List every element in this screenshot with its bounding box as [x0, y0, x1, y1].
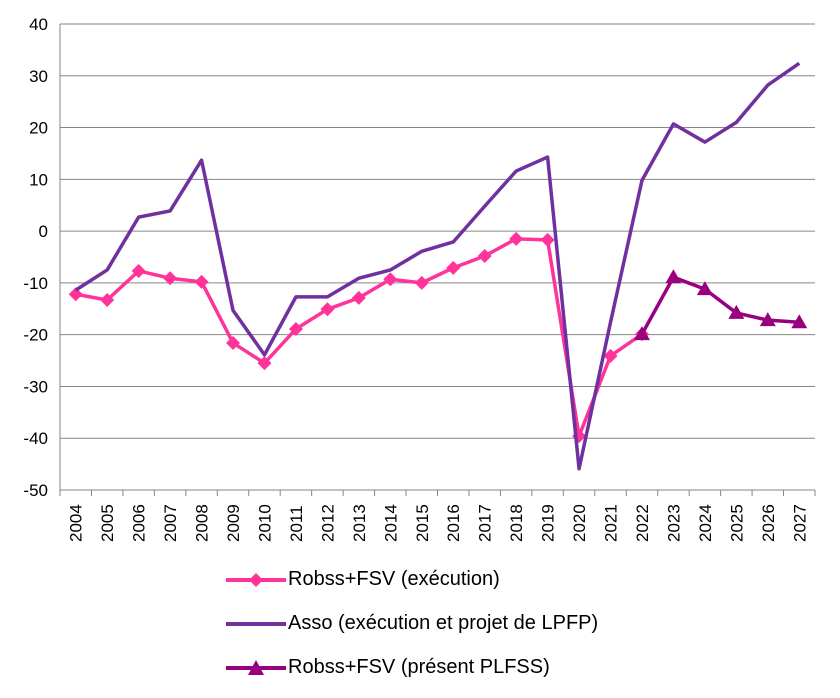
- series-line: [74, 61, 801, 471]
- y-tick-label: 10: [29, 170, 48, 189]
- data-point: [633, 326, 650, 341]
- y-tick-label: -40: [23, 429, 48, 448]
- y-tick-label: -50: [23, 481, 48, 500]
- y-tick-label: 40: [29, 15, 48, 34]
- data-point: [414, 275, 429, 290]
- x-tick-label: 2006: [130, 504, 149, 542]
- legend-marker-diamond: [226, 572, 286, 587]
- legend-marker-triangle: [226, 659, 286, 675]
- series-0: [68, 231, 649, 444]
- data-point: [759, 312, 776, 327]
- x-tick-label: 2005: [98, 504, 117, 542]
- legend-item-asso: Asso (exécution et projet de LPFP): [226, 612, 598, 635]
- data-point: [696, 281, 713, 296]
- data-point: [665, 269, 682, 284]
- x-tick-label: 2027: [790, 504, 809, 542]
- series-line: [75, 237, 643, 438]
- series-line: [640, 275, 800, 335]
- data-point: [509, 231, 524, 246]
- y-tick-label: -10: [23, 274, 48, 293]
- data-point: [100, 292, 115, 307]
- legend-label: Asso (exécution et projet de LPFP): [288, 612, 599, 634]
- data-point: [383, 272, 398, 287]
- data-point: [603, 348, 618, 363]
- series-2: [633, 269, 808, 341]
- x-tick-label: 2024: [696, 504, 715, 542]
- data-point: [540, 232, 555, 247]
- x-tick-label: 2026: [759, 504, 778, 542]
- x-tick-label: 2025: [727, 504, 746, 542]
- x-tick-label: 2023: [664, 504, 683, 542]
- data-point: [288, 321, 303, 336]
- x-tick-label: 2016: [444, 504, 463, 542]
- y-tick-label: 0: [39, 222, 48, 241]
- x-tick-label: 2017: [476, 504, 495, 542]
- data-point: [131, 263, 146, 278]
- x-tick-label: 2008: [193, 504, 212, 542]
- x-tick-label: 2015: [413, 504, 432, 542]
- data-point: [446, 260, 461, 275]
- x-tick-label: 2013: [350, 504, 369, 542]
- x-tick-label: 2020: [570, 504, 589, 542]
- x-tick-label: 2007: [161, 504, 180, 542]
- x-tick-label: 2009: [224, 504, 243, 542]
- legend-line: [226, 621, 286, 626]
- legend-label: Robss+FSV (exécution): [288, 568, 500, 590]
- y-tick-label: 20: [29, 119, 48, 138]
- series-1: [74, 61, 801, 471]
- data-point: [320, 302, 335, 317]
- data-point: [194, 274, 209, 289]
- x-tick-label: 2022: [633, 504, 652, 542]
- data-point: [257, 356, 272, 371]
- data-point: [163, 271, 178, 286]
- x-tick-label: 2004: [67, 504, 86, 542]
- legend-item-robss-plfss: Robss+FSV (présent PLFSS): [226, 656, 550, 679]
- data-point: [68, 287, 83, 302]
- legend-item-robss-execution: Robss+FSV (exécution): [226, 568, 500, 591]
- x-tick-label: 2010: [255, 504, 274, 542]
- x-tick-label: 2021: [602, 504, 621, 542]
- data-point: [477, 248, 492, 263]
- y-tick-label: 30: [29, 67, 48, 86]
- y-tick-label: -30: [23, 377, 48, 396]
- x-tick-label: 2011: [287, 505, 306, 542]
- x-tick-label: 2019: [539, 504, 558, 542]
- data-point: [351, 290, 366, 305]
- x-tick-label: 2018: [507, 504, 526, 542]
- x-tick-label: 2014: [381, 504, 400, 542]
- data-point: [791, 314, 808, 329]
- data-point: [226, 335, 241, 350]
- data-point: [728, 304, 745, 319]
- y-tick-label: -20: [23, 326, 48, 345]
- legend-label: Robss+FSV (présent PLFSS): [288, 656, 550, 678]
- x-tick-label: 2012: [318, 504, 337, 542]
